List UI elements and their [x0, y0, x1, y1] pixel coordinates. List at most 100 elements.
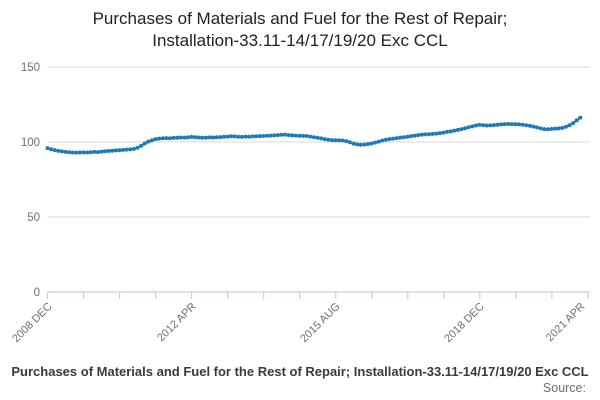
data-point[interactable]	[448, 129, 453, 134]
data-point[interactable]	[207, 135, 212, 140]
data-point[interactable]	[81, 150, 86, 155]
data-point[interactable]	[506, 122, 511, 126]
data-point[interactable]	[412, 133, 417, 138]
data-point[interactable]	[67, 150, 72, 155]
data-point[interactable]	[229, 134, 234, 139]
data-point[interactable]	[488, 123, 493, 128]
data-point[interactable]	[553, 126, 558, 131]
data-point[interactable]	[358, 142, 363, 147]
data-point[interactable]	[481, 123, 486, 128]
data-point[interactable]	[441, 130, 446, 135]
data-point[interactable]	[74, 150, 79, 155]
data-point[interactable]	[311, 135, 316, 140]
data-point[interactable]	[362, 142, 367, 147]
data-point[interactable]	[405, 134, 410, 139]
data-point[interactable]	[286, 133, 291, 138]
data-point[interactable]	[419, 132, 424, 137]
data-point[interactable]	[430, 131, 435, 136]
data-point[interactable]	[301, 133, 306, 138]
data-point[interactable]	[128, 147, 133, 152]
data-point[interactable]	[113, 148, 118, 153]
data-point[interactable]	[517, 122, 522, 127]
data-point[interactable]	[401, 135, 406, 140]
data-point[interactable]	[513, 122, 518, 127]
data-point[interactable]	[211, 135, 216, 140]
data-point[interactable]	[495, 122, 500, 127]
data-point[interactable]	[556, 126, 561, 131]
data-point[interactable]	[239, 134, 244, 139]
data-point[interactable]	[160, 136, 165, 141]
data-point[interactable]	[221, 134, 226, 139]
data-point[interactable]	[355, 142, 360, 147]
data-point[interactable]	[95, 150, 100, 155]
data-point[interactable]	[427, 132, 432, 137]
data-point[interactable]	[63, 149, 68, 154]
data-point[interactable]	[445, 129, 450, 134]
data-point[interactable]	[452, 128, 457, 133]
data-point[interactable]	[185, 135, 190, 140]
data-point[interactable]	[531, 124, 536, 129]
data-point[interactable]	[178, 135, 183, 140]
data-point[interactable]	[167, 136, 172, 141]
data-point[interactable]	[45, 146, 50, 151]
data-point[interactable]	[247, 134, 252, 139]
data-point[interactable]	[563, 124, 568, 129]
data-point[interactable]	[203, 135, 208, 140]
data-point[interactable]	[322, 137, 327, 142]
data-point[interactable]	[499, 122, 504, 127]
data-point[interactable]	[139, 143, 144, 148]
data-point[interactable]	[535, 125, 540, 130]
data-point[interactable]	[333, 138, 338, 143]
data-point[interactable]	[571, 121, 576, 126]
data-point[interactable]	[470, 124, 475, 129]
data-point[interactable]	[85, 150, 90, 155]
data-point[interactable]	[254, 134, 259, 139]
data-point[interactable]	[329, 138, 334, 143]
data-point[interactable]	[466, 125, 471, 130]
data-point[interactable]	[272, 133, 277, 138]
data-point[interactable]	[315, 135, 320, 140]
data-point[interactable]	[308, 134, 313, 139]
data-point[interactable]	[416, 133, 421, 138]
data-point[interactable]	[502, 122, 507, 127]
data-point[interactable]	[59, 149, 64, 154]
data-point[interactable]	[337, 138, 342, 143]
data-point[interactable]	[268, 133, 273, 138]
data-point[interactable]	[391, 136, 396, 141]
data-point[interactable]	[455, 127, 460, 132]
data-point[interactable]	[344, 139, 349, 144]
data-point[interactable]	[290, 133, 295, 138]
data-point[interactable]	[243, 134, 248, 139]
data-point[interactable]	[250, 134, 255, 139]
data-point[interactable]	[538, 126, 543, 131]
data-point[interactable]	[387, 137, 392, 142]
data-point[interactable]	[153, 137, 158, 142]
data-point[interactable]	[196, 135, 201, 140]
data-point[interactable]	[70, 150, 75, 155]
data-point[interactable]	[473, 123, 478, 128]
data-point[interactable]	[175, 135, 180, 140]
data-point[interactable]	[351, 141, 356, 146]
data-point[interactable]	[567, 123, 572, 128]
data-point[interactable]	[369, 141, 374, 146]
data-point[interactable]	[279, 132, 284, 137]
data-point[interactable]	[373, 140, 378, 145]
data-point[interactable]	[398, 135, 403, 140]
data-point[interactable]	[171, 135, 176, 140]
data-point[interactable]	[394, 136, 399, 141]
data-point[interactable]	[77, 150, 82, 155]
data-point[interactable]	[56, 148, 61, 153]
data-point[interactable]	[297, 133, 302, 138]
data-point[interactable]	[149, 138, 154, 143]
data-point[interactable]	[257, 134, 262, 139]
data-point[interactable]	[319, 136, 324, 141]
data-point[interactable]	[560, 125, 565, 130]
data-point[interactable]	[189, 134, 194, 139]
data-point[interactable]	[214, 135, 219, 140]
data-point[interactable]	[236, 134, 241, 139]
data-point[interactable]	[103, 149, 108, 154]
data-point[interactable]	[106, 149, 111, 153]
data-point[interactable]	[380, 138, 385, 143]
data-point[interactable]	[326, 137, 331, 142]
data-point[interactable]	[578, 115, 583, 120]
